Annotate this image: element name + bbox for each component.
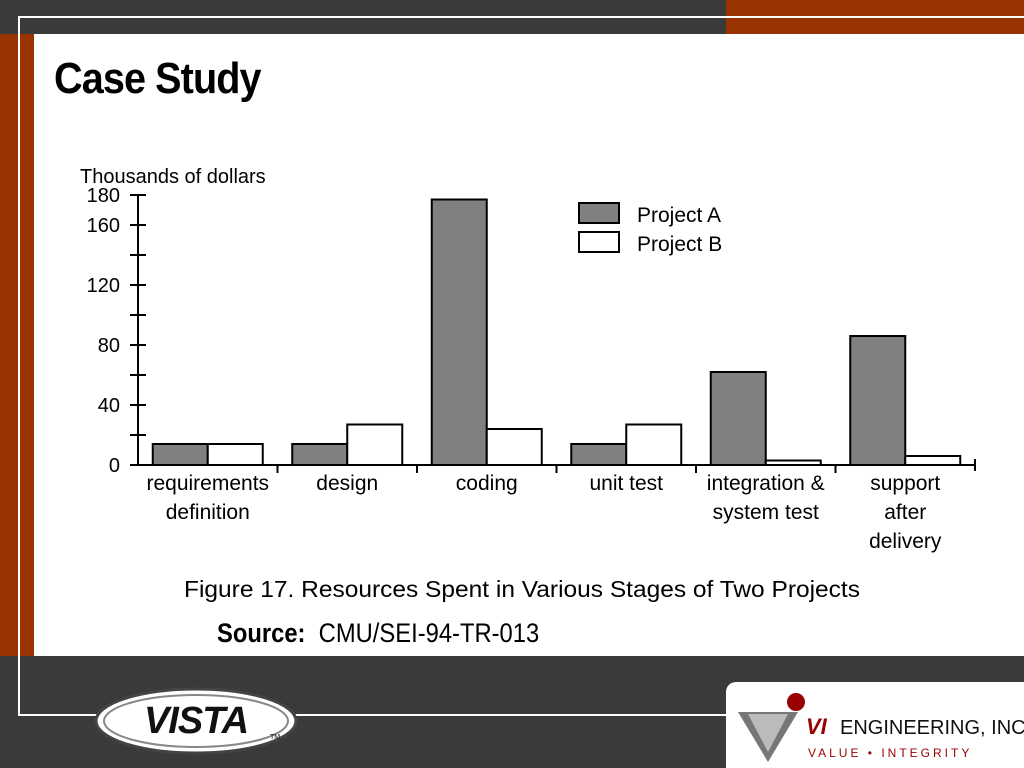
x-category-label: coding [456, 472, 518, 495]
bar-chart: Thousands of dollars Figure 17. Resource… [80, 166, 976, 602]
bar-project-a [430, 198, 488, 466]
bar-project-b [206, 443, 264, 466]
x-category-label: requirements [146, 472, 269, 495]
frame-line-top [18, 16, 1024, 18]
bar-project-a [570, 443, 628, 466]
bar-project-a [849, 335, 907, 466]
source-label: Source: [217, 618, 306, 648]
x-category-label: unit test [589, 472, 663, 495]
x-category-label: after [884, 501, 926, 524]
bar-project-b [904, 455, 962, 466]
vista-logo-tm: TM [270, 734, 280, 741]
x-category-label: design [316, 472, 378, 495]
bar-project-a [291, 443, 349, 466]
bar-project-b [764, 459, 822, 466]
bar-project-b [346, 423, 404, 466]
y-tick-label: 160 [87, 215, 120, 237]
frame-line-left [18, 16, 20, 716]
frame-line-bottom [18, 714, 728, 716]
y-tick-label: 80 [98, 335, 120, 357]
source-value: CMU/SEI-94-TR-013 [318, 618, 540, 648]
vi-sphere-icon [787, 693, 805, 711]
vi-engineering-logo: VI ENGINEERING, INC. VALUE • INTEGRITY [738, 693, 1024, 762]
vi-tagline-text: VALUE • INTEGRITY [808, 746, 972, 760]
y-axis-label: Thousands of dollars [80, 166, 266, 188]
x-category-label: support [870, 472, 940, 495]
bar-project-a [709, 371, 767, 466]
chart-title: Figure 17. Resources Spent in Various St… [184, 576, 860, 602]
left-bar-accent [0, 34, 34, 656]
legend-swatch [578, 202, 620, 224]
bar-project-b [625, 423, 683, 466]
vi-name-text: ENGINEERING, INC. [840, 717, 1024, 739]
vista-logo-text: VISTA [144, 700, 248, 742]
y-tick-label: 180 [87, 185, 120, 207]
x-category-label: definition [166, 501, 250, 524]
vi-brand-text: VI [806, 714, 828, 739]
slide-title: Case Study [54, 54, 262, 103]
legend-label: Project B [637, 233, 722, 256]
x-category-label: delivery [869, 530, 942, 553]
bar-project-b [485, 428, 543, 466]
y-tick-label: 40 [98, 395, 120, 417]
legend-label: Project A [637, 204, 721, 227]
bar-project-a [151, 443, 209, 466]
x-category-label: integration & [707, 472, 825, 495]
source-citation: Source: CMU/SEI-94-TR-013 [217, 618, 539, 649]
legend-swatch [578, 231, 620, 253]
y-tick-label: 120 [87, 275, 120, 297]
y-tick-label: 0 [109, 455, 120, 477]
vista-logo: VISTA TM [94, 687, 298, 755]
x-category-label: system test [713, 501, 819, 524]
